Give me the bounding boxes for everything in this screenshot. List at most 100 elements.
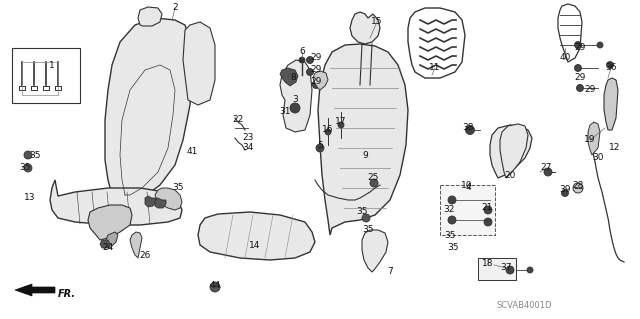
Text: 4: 4 (465, 183, 471, 192)
Text: 11: 11 (429, 63, 441, 72)
Circle shape (575, 64, 582, 71)
Polygon shape (100, 240, 110, 248)
Text: 29: 29 (310, 78, 322, 86)
Polygon shape (313, 71, 328, 90)
Polygon shape (280, 68, 298, 86)
Text: 8: 8 (290, 73, 296, 83)
Text: 5: 5 (317, 140, 323, 150)
Text: 44: 44 (209, 280, 221, 290)
Circle shape (290, 103, 300, 113)
Text: 35: 35 (444, 231, 456, 240)
Circle shape (448, 216, 456, 224)
Circle shape (316, 144, 324, 152)
Circle shape (597, 42, 603, 48)
Text: 28: 28 (572, 181, 584, 189)
Text: 2: 2 (172, 4, 178, 12)
Polygon shape (183, 22, 215, 105)
Polygon shape (15, 284, 55, 296)
Polygon shape (350, 12, 380, 44)
Text: 35: 35 (447, 243, 459, 253)
Text: 3: 3 (292, 95, 298, 105)
Polygon shape (198, 212, 315, 260)
Text: 6: 6 (299, 48, 305, 56)
Text: 41: 41 (186, 147, 198, 157)
Polygon shape (280, 60, 312, 132)
Text: 29: 29 (310, 65, 322, 75)
Text: 30: 30 (592, 153, 604, 162)
Circle shape (362, 214, 370, 222)
Polygon shape (145, 196, 156, 207)
Text: 34: 34 (243, 144, 253, 152)
Circle shape (325, 129, 331, 135)
Polygon shape (490, 125, 532, 178)
Text: 35: 35 (19, 164, 31, 173)
Text: 36: 36 (605, 63, 617, 72)
Circle shape (307, 56, 314, 63)
Polygon shape (105, 18, 192, 208)
Text: 7: 7 (387, 268, 393, 277)
Text: 15: 15 (371, 18, 383, 26)
Text: 29: 29 (584, 85, 596, 94)
Circle shape (370, 179, 378, 187)
Text: 35: 35 (356, 207, 368, 217)
Text: 35: 35 (362, 226, 374, 234)
Text: 39: 39 (559, 186, 571, 195)
Text: 1: 1 (49, 61, 55, 70)
Circle shape (312, 81, 319, 88)
Circle shape (24, 164, 32, 172)
Circle shape (484, 218, 492, 226)
Polygon shape (106, 232, 118, 248)
Text: 9: 9 (362, 151, 368, 160)
Text: 18: 18 (483, 259, 493, 269)
Circle shape (448, 196, 456, 204)
Circle shape (338, 122, 344, 128)
Text: FR.: FR. (58, 289, 76, 299)
Circle shape (484, 206, 492, 214)
Polygon shape (130, 232, 142, 258)
Text: 16: 16 (323, 125, 333, 135)
Circle shape (544, 168, 552, 176)
Polygon shape (588, 122, 600, 155)
Circle shape (607, 62, 614, 69)
Text: 35: 35 (29, 151, 41, 160)
Circle shape (575, 41, 582, 48)
Text: SCVAB4001D: SCVAB4001D (496, 300, 552, 309)
Text: 29: 29 (574, 73, 586, 83)
Polygon shape (500, 124, 528, 178)
Bar (12, 48, 80, 103)
Polygon shape (50, 180, 182, 225)
Polygon shape (362, 230, 388, 272)
Text: 26: 26 (140, 250, 150, 259)
Text: 29: 29 (310, 54, 322, 63)
Circle shape (24, 151, 32, 159)
Circle shape (506, 266, 514, 274)
Text: 10: 10 (461, 181, 473, 189)
Text: 24: 24 (102, 243, 114, 253)
Circle shape (577, 85, 584, 92)
Text: 14: 14 (250, 241, 260, 249)
Text: 37: 37 (500, 263, 512, 272)
Text: 40: 40 (559, 54, 571, 63)
Text: 25: 25 (367, 174, 379, 182)
Circle shape (299, 57, 305, 63)
Text: 27: 27 (540, 164, 552, 173)
Text: 35: 35 (172, 183, 184, 192)
Text: 31: 31 (279, 108, 291, 116)
Text: 20: 20 (504, 170, 516, 180)
Polygon shape (155, 198, 166, 208)
Bar (478, 258, 516, 280)
Polygon shape (155, 188, 182, 210)
Text: 12: 12 (609, 144, 621, 152)
Text: 29: 29 (574, 43, 586, 53)
Polygon shape (318, 44, 408, 235)
Polygon shape (138, 7, 162, 26)
Circle shape (210, 282, 220, 292)
Circle shape (573, 183, 583, 193)
Bar (440, 185, 495, 235)
Text: 21: 21 (481, 204, 493, 212)
Polygon shape (88, 205, 132, 240)
Text: 17: 17 (335, 117, 347, 127)
Circle shape (527, 267, 533, 273)
Text: 38: 38 (462, 123, 474, 132)
Circle shape (561, 189, 568, 197)
